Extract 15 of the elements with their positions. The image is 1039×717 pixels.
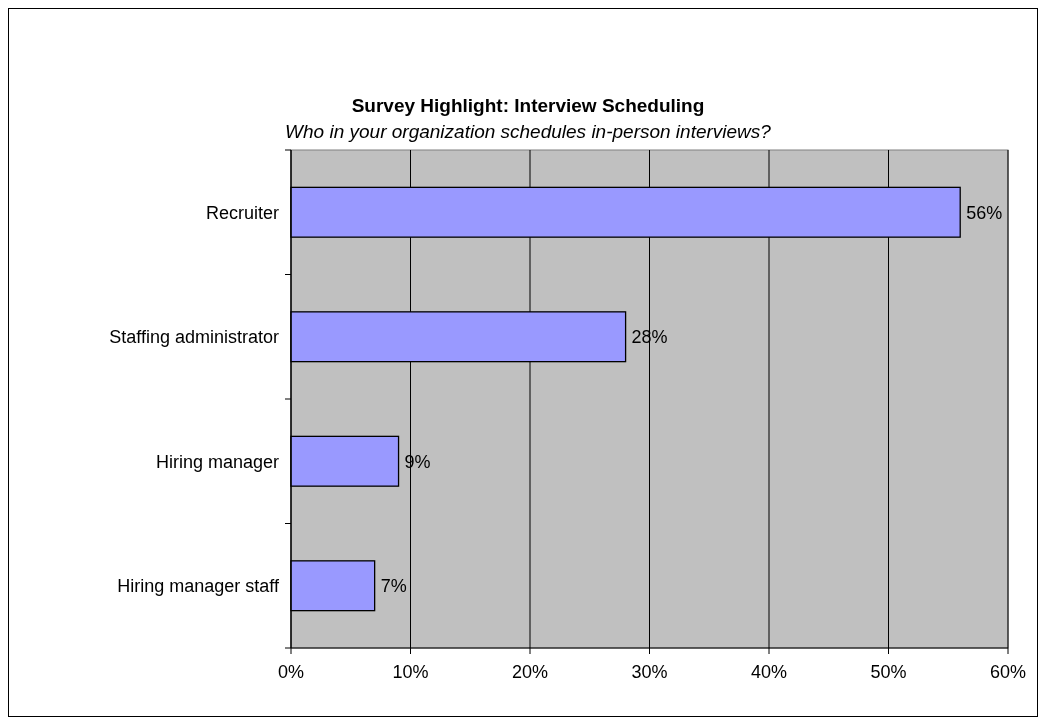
data-label: 7% [380,576,407,597]
x-tick-label: 10% [392,662,429,682]
x-tick-label: 20% [511,662,549,682]
x-tick-label: 50% [870,662,907,682]
x-tick-label: 60% [989,662,1027,682]
y-tick-label: Hiring manager staff [117,576,280,597]
y-tick-label: Recruiter [205,202,279,223]
x-tick-label: 0% [277,662,305,682]
chart-subtitle: Who in your organization schedules in-person interviews? [285,121,772,142]
data-label: 56% [966,202,1003,223]
y-tick-label: Hiring manager [155,451,279,472]
chart-title: Survey Highlight: Interview Scheduling [351,95,705,116]
x-tick-label: 30% [631,662,668,682]
x-tick-label: 40% [750,662,788,682]
y-tick-label: Staffing administrator [109,327,279,348]
